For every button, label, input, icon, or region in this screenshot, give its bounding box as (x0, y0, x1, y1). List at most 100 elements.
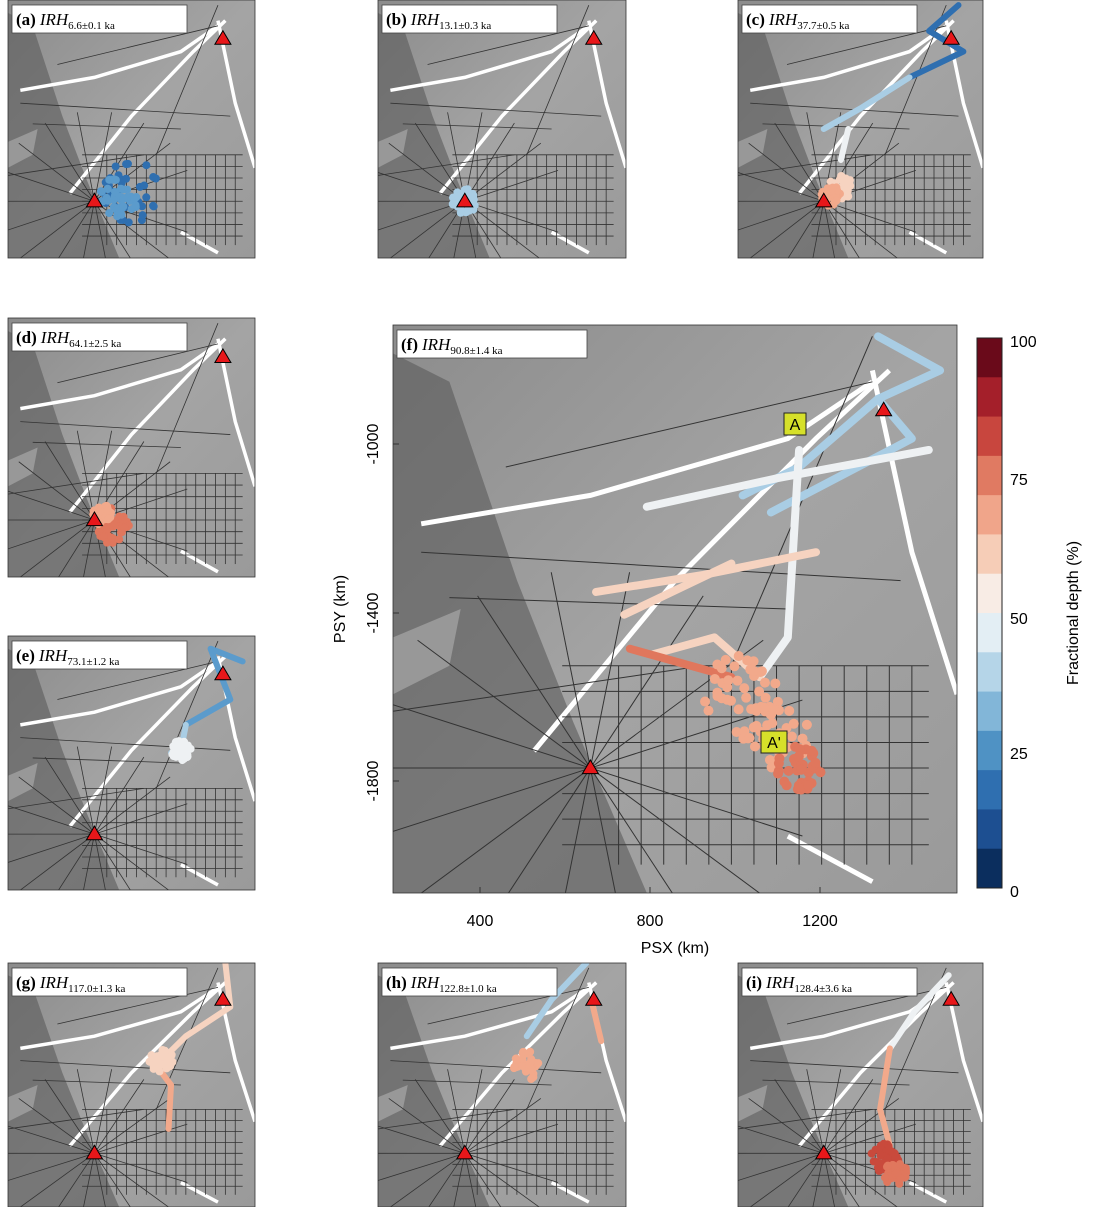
panel-letter: (h) (386, 973, 407, 992)
survey-line (8, 1109, 144, 1130)
irh-point (122, 160, 131, 169)
ice-stream (216, 338, 255, 487)
panel-label: (d) IRH64.1±2.5 ka (16, 328, 121, 350)
survey-line (589, 767, 616, 893)
survey-line (94, 1123, 188, 1154)
survey-line (94, 201, 131, 258)
survey-line (389, 200, 466, 258)
ice-stream (216, 20, 255, 169)
survey-line (8, 172, 95, 202)
irh-point (95, 507, 104, 516)
survey-line (823, 1069, 842, 1154)
survey-line (393, 704, 591, 769)
panel-letter: (f) (401, 335, 418, 354)
irh-point (749, 741, 760, 752)
irh-name: IRH (765, 973, 796, 992)
irh-point (131, 201, 140, 210)
survey-line (8, 833, 95, 863)
survey-line (762, 123, 910, 130)
survey-line (58, 1153, 95, 1207)
core-site (874, 401, 893, 417)
panel-label: (c) IRH37.7±0.5 ka (746, 10, 849, 32)
survey-line (421, 551, 901, 582)
survey-line (20, 421, 231, 435)
survey-line (94, 833, 170, 890)
panel-label-box (11, 640, 188, 670)
ice-stream (587, 20, 626, 169)
irh-point (731, 727, 742, 738)
survey-line (414, 122, 466, 202)
ice-stream (869, 369, 957, 695)
survey-line (738, 154, 873, 176)
survey-line (76, 430, 95, 521)
survey-line (32, 441, 181, 448)
irh-point (803, 780, 814, 791)
colorbar-swatch (977, 848, 1002, 889)
survey-line (58, 519, 95, 577)
panel-label-box (381, 4, 558, 34)
survey-line (94, 1079, 145, 1154)
survey-line (20, 1060, 231, 1074)
survey-line (464, 1123, 559, 1154)
irh-point (104, 514, 113, 523)
x-tick-label: 800 (637, 913, 664, 930)
survey-line (94, 803, 188, 835)
irh-point (527, 1066, 536, 1075)
irh-point (161, 1052, 170, 1061)
survey-line (812, 1153, 825, 1207)
survey-line (823, 200, 916, 233)
map-panel (738, 963, 983, 1207)
irh-name: IRH (38, 646, 69, 665)
irh-point (773, 758, 784, 769)
survey-line (427, 25, 589, 65)
survey-line (83, 834, 95, 890)
ice-stream (749, 24, 948, 93)
irh-point (142, 193, 151, 202)
irh-point (107, 533, 116, 542)
irh-point (828, 183, 837, 192)
panel-label-box (11, 322, 188, 352)
survey-line (464, 1153, 502, 1207)
survey-line (774, 122, 825, 202)
irh-point (759, 702, 770, 713)
irh-point (749, 666, 760, 677)
survey-line (19, 200, 95, 258)
panel-frame (7, 0, 256, 259)
irh-point (760, 692, 771, 703)
panel-label: (b) IRH13.1±0.3 ka (386, 10, 491, 32)
survey-line (18, 776, 95, 835)
irh-point (149, 1064, 158, 1073)
core-site (85, 511, 104, 527)
survey-line (388, 142, 466, 202)
panel-label-box (741, 967, 918, 997)
irh-point (867, 1149, 876, 1158)
survey-line (57, 987, 219, 1025)
survey-line (738, 172, 824, 202)
survey-line (477, 595, 591, 769)
ice-stream (20, 985, 219, 1051)
survey-line (749, 200, 824, 258)
survey-line (378, 200, 465, 231)
survey-line (58, 201, 95, 258)
survey-line (402, 123, 552, 130)
irh-point (716, 693, 727, 704)
survey-line (8, 1152, 95, 1181)
survey-line (94, 1153, 106, 1207)
core-site (85, 1144, 104, 1160)
survey-line (420, 767, 591, 893)
survey-line (94, 833, 131, 890)
core-site (214, 347, 232, 363)
irh-point (111, 175, 120, 184)
map-panel (393, 325, 957, 893)
survey-line (76, 746, 95, 835)
irh-point (793, 751, 804, 762)
panel-letter: (g) (16, 973, 36, 992)
irh-point (103, 184, 112, 193)
irh-name: IRH (768, 10, 799, 29)
survey-line (564, 767, 591, 893)
irh-point (103, 196, 112, 205)
map-panel (8, 963, 255, 1207)
ice-stream (390, 24, 590, 93)
survey-line (8, 519, 95, 550)
irh-point (895, 1160, 904, 1169)
